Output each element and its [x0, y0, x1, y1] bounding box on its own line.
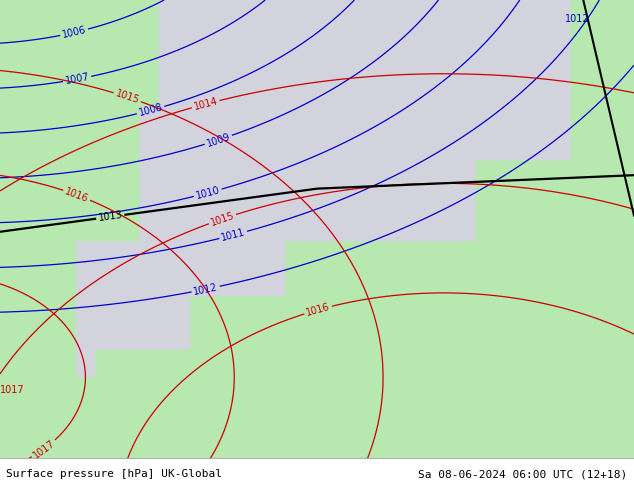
Text: 1017: 1017 — [31, 438, 56, 460]
Text: 1012: 1012 — [193, 282, 219, 296]
Text: 1008: 1008 — [138, 102, 164, 118]
Text: 1016: 1016 — [305, 302, 331, 318]
Text: 1017: 1017 — [0, 386, 25, 395]
Text: 1007: 1007 — [64, 72, 90, 86]
Text: 1010: 1010 — [195, 185, 221, 201]
Text: 1009: 1009 — [205, 131, 231, 148]
Text: Sa 08-06-2024 06:00 UTC (12+18): Sa 08-06-2024 06:00 UTC (12+18) — [418, 469, 628, 479]
Text: 1016: 1016 — [63, 186, 90, 204]
Text: Surface pressure [hPa] UK-Global: Surface pressure [hPa] UK-Global — [6, 469, 223, 479]
Text: 1015: 1015 — [114, 89, 141, 106]
Text: 1014: 1014 — [193, 96, 219, 112]
Text: 1013: 1013 — [98, 210, 123, 223]
Text: 1006: 1006 — [61, 25, 87, 40]
Text: 1015: 1015 — [209, 210, 236, 228]
Text: 1012: 1012 — [565, 14, 589, 24]
Text: 1011: 1011 — [220, 227, 247, 243]
